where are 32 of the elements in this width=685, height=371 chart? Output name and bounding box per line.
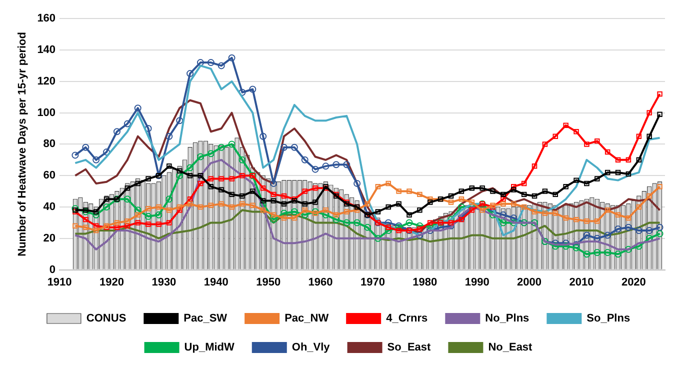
- x-tick-label: 2000: [517, 276, 542, 288]
- y-tick-label: 160: [37, 12, 56, 25]
- y-tick-label: 20: [43, 232, 56, 244]
- x-tick-label: 1940: [204, 276, 228, 288]
- y-tick-label: 80: [43, 138, 56, 150]
- x-tick-label: 1980: [412, 276, 438, 288]
- legend-label: No_Plns: [485, 312, 530, 325]
- x-tick-label: 1990: [464, 276, 490, 288]
- y-axis-title: Number of Heatwave Days per 15-yr period: [16, 32, 29, 256]
- y-tick-label: 100: [37, 106, 56, 119]
- x-tick-label: 1910: [47, 276, 72, 288]
- y-tick-label: 140: [37, 44, 56, 56]
- x-tick-label: 1960: [308, 276, 333, 288]
- y-tick-label: 120: [37, 75, 56, 88]
- x-tick-label: 1950: [256, 276, 281, 288]
- legend-label: Oh_Vly: [292, 342, 331, 354]
- x-tick-label: 1930: [152, 276, 176, 288]
- legend-label: Pac_NW: [284, 312, 330, 325]
- x-tick-label: 2010: [569, 276, 594, 288]
- legend-label: 4_Crnrs: [386, 312, 428, 325]
- legend-label: No_East: [488, 342, 533, 354]
- legend-label: So_Plns: [586, 312, 630, 325]
- y-tick-label: 40: [43, 201, 56, 214]
- x-tick-label: 1970: [360, 276, 385, 288]
- y-tick-label: 0: [49, 264, 56, 276]
- legend-label: CONUS: [86, 312, 126, 325]
- y-tick-label: 60: [43, 170, 56, 182]
- legend-label: So_East: [387, 342, 432, 354]
- legend-label: Up_MidW: [184, 342, 236, 354]
- x-tick-label: 2020: [621, 276, 646, 288]
- x-tick-label: 1920: [100, 276, 124, 288]
- legend-label: Pac_SW: [184, 312, 228, 325]
